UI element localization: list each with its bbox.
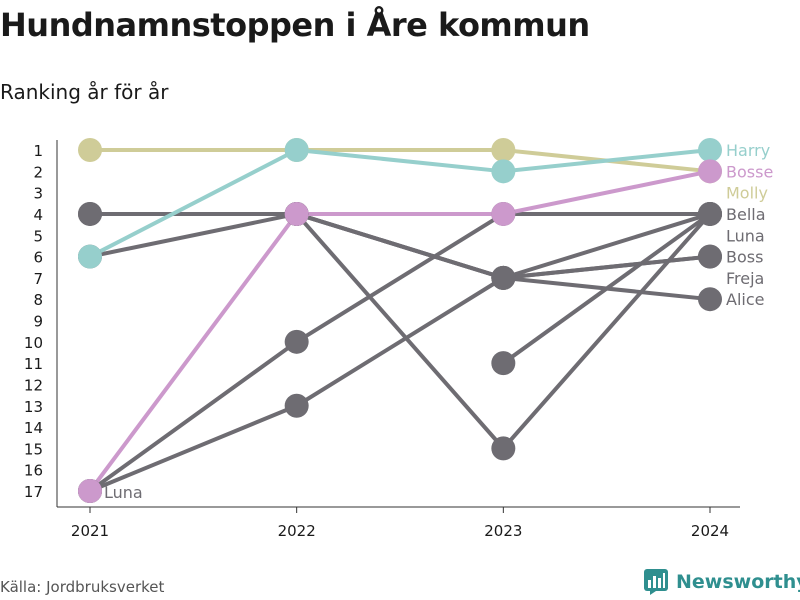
y-tick-label: 12 <box>24 376 43 394</box>
series-lines <box>88 148 712 493</box>
data-point <box>698 138 722 162</box>
y-tick-label: 4 <box>33 206 43 224</box>
series-line-alice <box>90 211 711 302</box>
chart-title: Hundnamnstoppen i Åre kommun <box>0 6 590 44</box>
end-label-molly: Molly <box>726 184 768 203</box>
bar-chart-logo-icon <box>644 569 668 595</box>
data-point <box>698 201 722 226</box>
y-tick-label: 16 <box>24 462 43 480</box>
data-point <box>491 436 516 461</box>
y-tick-label: 10 <box>24 334 43 352</box>
x-tick-label: 2022 <box>278 522 316 540</box>
data-point <box>491 159 516 184</box>
end-label-alice: Alice <box>726 290 764 309</box>
series-line-unnamed-6 <box>502 212 712 365</box>
y-tick-label: 9 <box>33 313 43 331</box>
y-tick-label: 7 <box>33 270 43 288</box>
brand-logo[interactable]: Newsworthy <box>644 569 800 595</box>
x-tick-label: 2021 <box>71 522 109 540</box>
y-tick-label: 3 <box>33 185 43 203</box>
y-tick-label: 8 <box>33 291 43 309</box>
end-label-luna: Luna <box>726 226 765 245</box>
end-label-harry: Harry <box>726 141 770 160</box>
data-point <box>491 138 516 162</box>
brand-name: Newsworthy <box>676 571 800 593</box>
x-tick-label: 2023 <box>484 522 522 540</box>
x-axis: 2021 2022 2023 2024 <box>57 506 740 540</box>
data-point <box>284 201 309 226</box>
x-tick-label: 2024 <box>691 522 729 540</box>
y-tick-label: 2 <box>33 163 43 181</box>
data-point <box>78 138 102 162</box>
series-line-luna <box>88 211 710 493</box>
data-point <box>698 287 722 312</box>
y-tick-label: 5 <box>33 227 43 245</box>
start-label-luna: Luna <box>104 483 143 502</box>
end-label-freja: Freja <box>726 269 764 288</box>
series-line-harry <box>89 148 711 259</box>
series-line-unnamed-5 <box>295 212 712 451</box>
data-point <box>78 479 102 503</box>
y-tick-label: 15 <box>24 440 43 458</box>
series-points <box>78 138 722 503</box>
data-point <box>284 329 309 354</box>
series-labels: Harry Bosse Molly Bella Luna Boss Freja Alice Lu… <box>104 141 773 502</box>
data-point <box>491 201 516 226</box>
chart-subtitle: Ranking år för år <box>0 80 169 104</box>
end-label-bosse: Bosse <box>726 162 773 181</box>
end-label-boss: Boss <box>726 248 763 267</box>
source-note: Källa: Jordbruksverket <box>0 578 165 596</box>
data-point <box>78 201 102 226</box>
data-point <box>284 393 309 418</box>
data-point <box>491 351 516 376</box>
y-tick-label: 13 <box>24 398 43 416</box>
data-point <box>284 138 309 162</box>
data-point <box>698 159 722 184</box>
y-tick-label: 14 <box>24 419 43 437</box>
y-tick-label: 17 <box>24 483 43 501</box>
data-point <box>698 244 722 269</box>
y-tick-label: 11 <box>24 355 43 373</box>
y-tick-label: 6 <box>33 249 43 267</box>
y-tick-label: 1 <box>33 142 43 160</box>
end-label-bella: Bella <box>726 205 766 224</box>
data-point <box>491 265 516 290</box>
data-point <box>78 244 102 269</box>
series-line-freja <box>89 212 711 493</box>
series-line-bosse <box>88 169 711 493</box>
